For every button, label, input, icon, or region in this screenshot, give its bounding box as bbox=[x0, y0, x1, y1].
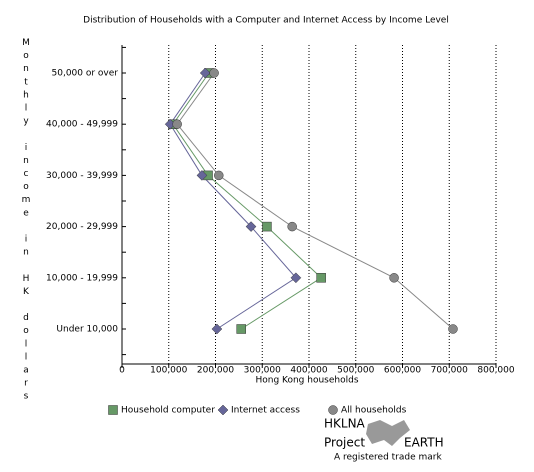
x-tick-label: 100,000 bbox=[150, 366, 187, 376]
data-point bbox=[214, 170, 224, 181]
data-point bbox=[172, 119, 182, 129]
data-point bbox=[389, 273, 399, 283]
data-point bbox=[199, 67, 211, 79]
legend-marker bbox=[108, 405, 118, 415]
data-point bbox=[262, 221, 272, 232]
chart-title: Distribution of Households with a Comput… bbox=[83, 16, 449, 26]
data-point bbox=[236, 324, 246, 334]
y-tick-label: 40,000 - 49,999 bbox=[46, 120, 118, 130]
data-point bbox=[290, 272, 302, 284]
x-tick-label: 300,000 bbox=[244, 366, 281, 376]
data-point bbox=[196, 170, 208, 181]
series-line bbox=[172, 72, 322, 330]
x-tick-label: 700,000 bbox=[431, 366, 468, 376]
y-tick-label: 30,000 - 39,999 bbox=[46, 171, 118, 181]
y-axis-label: Monthly income in HK dollars bbox=[21, 38, 31, 405]
series-line bbox=[176, 72, 454, 330]
data-point bbox=[245, 221, 257, 232]
data-point bbox=[211, 323, 223, 335]
legend-label: Internet access bbox=[231, 406, 300, 416]
y-tick-label: 50,000 or over bbox=[52, 69, 119, 79]
x-tick-label: 800,000 bbox=[477, 366, 514, 376]
data-point bbox=[316, 273, 326, 283]
data-point bbox=[209, 68, 219, 78]
x-tick-label: 0 bbox=[119, 366, 125, 376]
logo-text: HKLNA bbox=[324, 417, 366, 431]
data-point bbox=[287, 221, 297, 232]
x-tick-label: 600,000 bbox=[384, 366, 421, 376]
x-tick-label: 500,000 bbox=[337, 366, 374, 376]
legend-marker bbox=[328, 405, 338, 415]
logo-map bbox=[366, 420, 410, 446]
x-axis-label: Hong Kong households bbox=[255, 376, 358, 386]
x-tick-label: 200,000 bbox=[197, 366, 234, 376]
logo-text: EARTH bbox=[404, 436, 444, 450]
series-line bbox=[169, 72, 297, 330]
logo-text: Project bbox=[324, 436, 365, 450]
legend-label: All households bbox=[341, 406, 407, 416]
y-tick-label: 20,000 - 29,999 bbox=[46, 222, 118, 232]
x-tick-label: 400,000 bbox=[290, 366, 327, 376]
y-tick-label: Under 10,000 bbox=[56, 325, 118, 335]
legend-marker bbox=[217, 404, 229, 416]
legend-label: Household computer bbox=[121, 406, 215, 416]
logo-note: A registered trade mark bbox=[334, 453, 442, 463]
y-tick-label: 10,000 - 19,999 bbox=[46, 273, 118, 283]
data-point bbox=[448, 324, 458, 334]
